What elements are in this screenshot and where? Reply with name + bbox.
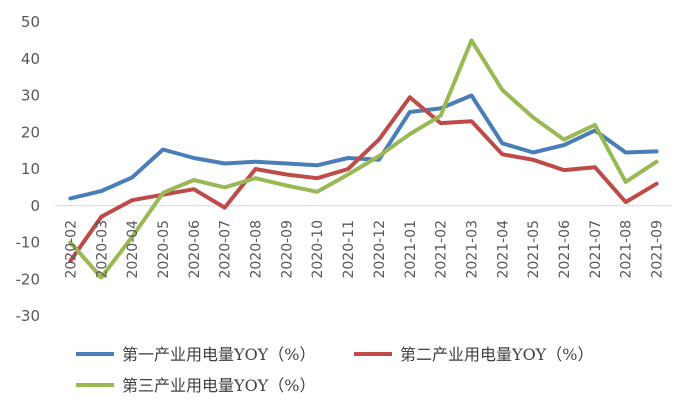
y-axis: -30 -20 -10 0 10 20 30 40 50 xyxy=(16,13,41,325)
x-tick-label: 2020-05 xyxy=(156,220,172,279)
x-tick-label: 2021-01 xyxy=(403,220,419,279)
y-tick-label: -10 xyxy=(16,234,41,252)
y-tick-label: 50 xyxy=(21,13,40,31)
legend-label: 第二产业用电量YOY（%） xyxy=(400,345,593,364)
y-tick-label: 40 xyxy=(21,50,40,68)
x-tick-label: 2020-12 xyxy=(372,220,388,279)
y-tick-label: -30 xyxy=(16,307,41,325)
legend: 第一产业用电量YOY（%） 第二产业用电量YOY（%） 第三产业用电量YOY（%） xyxy=(76,345,593,395)
x-tick-label: 2021-06 xyxy=(557,220,573,279)
x-tick-label: 2020-07 xyxy=(218,220,234,279)
legend-entry-2: 第二产业用电量YOY（%） xyxy=(354,345,593,364)
legend-entry-1: 第一产业用电量YOY（%） xyxy=(76,345,315,364)
series-line-3 xyxy=(68,38,659,280)
x-tick-label: 2020-06 xyxy=(187,220,203,279)
x-tick-label: 2021-02 xyxy=(434,220,450,279)
legend-entry-3: 第三产业用电量YOY（%） xyxy=(76,376,315,395)
series-line-1 xyxy=(68,93,659,201)
x-tick-label: 2020-09 xyxy=(279,220,295,279)
x-axis: 2020-02 2020-03 2020-04 2020-05 2020-06 2020-… xyxy=(63,220,665,279)
y-tick-label: 30 xyxy=(21,87,40,105)
x-tick-label: 2021-05 xyxy=(526,220,542,279)
legend-label: 第三产业用电量YOY（%） xyxy=(122,376,315,395)
series-lines xyxy=(68,38,659,280)
x-tick-label: 2020-04 xyxy=(125,220,141,279)
x-tick-label: 2021-04 xyxy=(495,220,511,279)
x-tick-label: 2021-03 xyxy=(464,220,480,279)
x-tick-label: 2020-11 xyxy=(341,220,357,279)
y-tick-label: 10 xyxy=(21,160,40,178)
legend-label: 第一产业用电量YOY（%） xyxy=(122,345,315,364)
x-tick-label: 2021-09 xyxy=(650,220,666,279)
x-tick-label: 2021-08 xyxy=(619,220,635,279)
y-tick-label: -20 xyxy=(16,270,41,288)
y-tick-label: 20 xyxy=(21,123,40,141)
x-tick-label: 2020-08 xyxy=(249,220,265,279)
x-tick-label: 2020-03 xyxy=(94,220,110,279)
series-line-2 xyxy=(68,95,659,263)
x-tick-label: 2021-07 xyxy=(588,220,604,279)
x-tick-label: 2020-02 xyxy=(63,220,79,279)
x-tick-label: 2020-10 xyxy=(310,220,326,279)
y-tick-label: 0 xyxy=(30,197,40,215)
